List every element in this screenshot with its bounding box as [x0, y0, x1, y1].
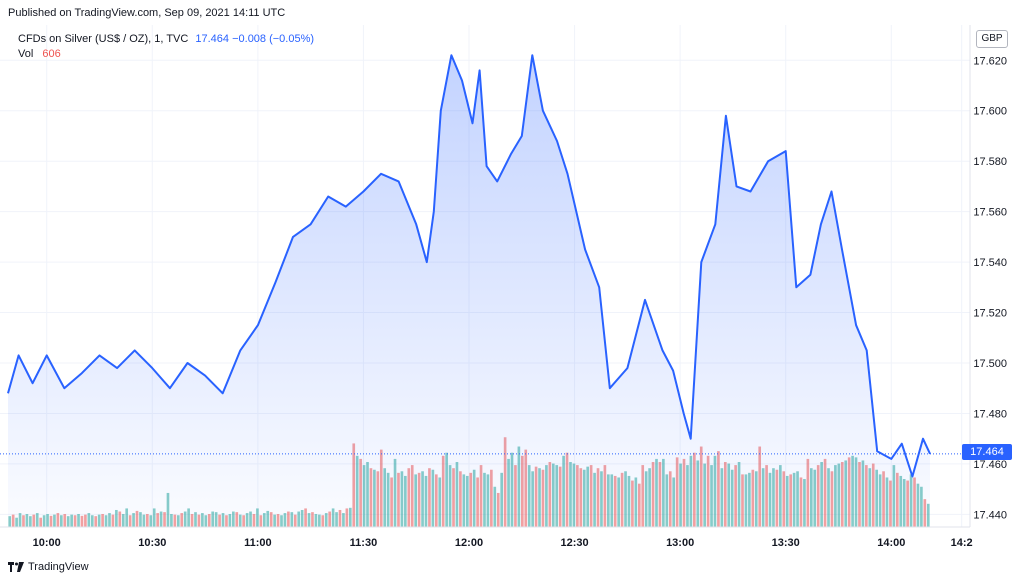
- time-tick-label: 12:30: [561, 537, 589, 549]
- price-tick-label: 17.580: [973, 156, 1007, 168]
- published-header: Published on TradingView.com, Sep 09, 20…: [8, 7, 286, 19]
- volume-value: 606: [42, 48, 61, 60]
- time-tick-label: 13:00: [666, 537, 694, 549]
- time-tick-label: 11:00: [244, 537, 272, 549]
- last-price-tag: 17.464: [962, 444, 1012, 460]
- price-values: 17.464 −0.008 (−0.05%): [195, 33, 315, 45]
- time-tick-label: 13:30: [772, 537, 800, 549]
- price-tick-label: 17.460: [973, 459, 1007, 471]
- price-tick-label: 17.520: [973, 308, 1007, 320]
- chart-legend: CFDs on Silver (US$ / OZ), 1, TVC 17.464…: [18, 32, 314, 62]
- time-tick-label: 10:30: [138, 537, 166, 549]
- time-tick-label: 11:30: [350, 537, 378, 549]
- time-tick-label: 14:00: [877, 537, 905, 549]
- price-tick-label: 17.440: [973, 509, 1007, 521]
- symbol-title[interactable]: CFDs on Silver (US$ / OZ), 1, TVC: [18, 33, 189, 45]
- time-tick-label: 10:00: [33, 537, 61, 549]
- price-line: [7, 54, 931, 478]
- price-axis: 17.620 17.600 17.580 17.560 17.540 17.520 17.5…: [973, 55, 1007, 521]
- tradingview-logo-icon: [8, 562, 24, 572]
- price-area: [8, 55, 930, 527]
- price-tick-label: 17.480: [973, 408, 1007, 420]
- volume-row: Vol 606: [18, 47, 314, 62]
- volume-label: Vol: [18, 48, 34, 60]
- price-tick-label: 17.540: [973, 257, 1007, 269]
- time-axis: 10:00 10:30 11:00 11:30 12:00 12:30 13:00 13:30…: [33, 537, 973, 549]
- tradingview-logo[interactable]: TradingView: [8, 561, 89, 573]
- symbol-row: CFDs on Silver (US$ / OZ), 1, TVC 17.464…: [18, 32, 314, 47]
- price-tick-label: 17.620: [973, 55, 1007, 67]
- tradingview-brand: TradingView: [28, 561, 89, 573]
- price-tick-label: 17.600: [973, 106, 1007, 118]
- currency-badge[interactable]: GBP: [976, 30, 1008, 48]
- time-tick-label: 14:2: [951, 537, 973, 549]
- price-tick-label: 17.500: [973, 358, 1007, 370]
- price-tick-label: 17.560: [973, 207, 1007, 219]
- time-tick-label: 12:00: [455, 537, 483, 549]
